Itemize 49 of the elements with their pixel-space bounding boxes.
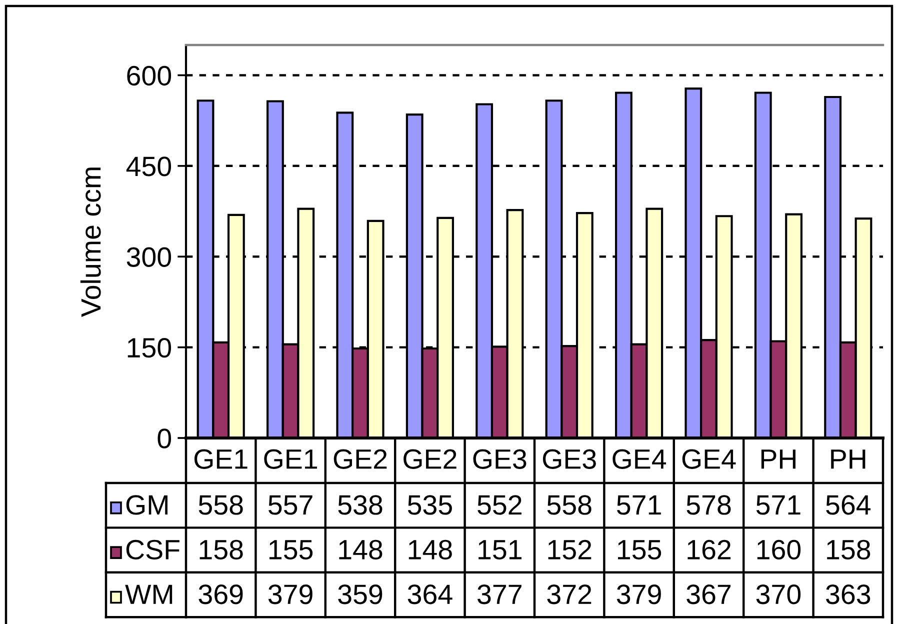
x-tick-label: GE3 — [473, 449, 526, 469]
data-label: 538 — [338, 495, 382, 515]
data-label: 363 — [826, 584, 870, 604]
data-label: 578 — [686, 495, 731, 515]
y-tick-label: 600 — [127, 66, 172, 86]
x-tick-label: GE2 — [404, 449, 456, 469]
data-label: 370 — [756, 584, 801, 604]
y-axis-title: Volume ccm — [80, 168, 101, 318]
data-label: 151 — [478, 540, 522, 560]
data-label: 552 — [478, 495, 522, 515]
data-label: 377 — [478, 584, 522, 604]
data-label: 558 — [547, 495, 592, 515]
y-tick-label: 450 — [126, 156, 172, 176]
x-tick-label: PH — [761, 450, 796, 469]
data-label: 364 — [408, 584, 452, 604]
x-tick-label: PH — [831, 450, 866, 469]
data-label: 155 — [269, 540, 313, 560]
y-tick-label: 0 — [158, 428, 172, 448]
y-tick-label: 150 — [128, 338, 172, 358]
data-label: 160 — [757, 540, 801, 560]
data-label: 359 — [338, 584, 382, 604]
data-label: 148 — [339, 540, 382, 560]
x-tick-label: GE2 — [334, 449, 387, 469]
y-tick-label: 300 — [126, 247, 172, 267]
data-label: 379 — [268, 584, 312, 604]
x-tick-label: GE1 — [194, 449, 248, 469]
data-label: 162 — [688, 540, 731, 560]
x-tick-label: GE3 — [542, 449, 596, 469]
data-label: 571 — [756, 495, 800, 515]
data-label: 372 — [547, 584, 592, 604]
data-label: 564 — [826, 495, 871, 515]
data-label: 152 — [548, 540, 592, 560]
x-tick-label: GE4 — [612, 449, 666, 469]
data-label: 571 — [616, 495, 661, 515]
data-label: 557 — [268, 495, 312, 515]
data-label: 367 — [686, 584, 731, 604]
data-label: 148 — [408, 540, 452, 560]
data-label: 158 — [827, 540, 870, 560]
data-label: 535 — [408, 495, 452, 515]
x-tick-label: GE4 — [682, 449, 736, 469]
data-label: 158 — [200, 540, 243, 560]
data-label: 155 — [618, 540, 662, 560]
legend-label: CSF — [126, 540, 180, 560]
legend-label: GM — [126, 495, 168, 515]
legend-label: WM — [125, 584, 172, 604]
data-label: 379 — [616, 584, 661, 604]
data-label: 369 — [198, 584, 243, 604]
data-label: 558 — [198, 495, 243, 515]
x-tick-label: GE1 — [264, 449, 317, 469]
